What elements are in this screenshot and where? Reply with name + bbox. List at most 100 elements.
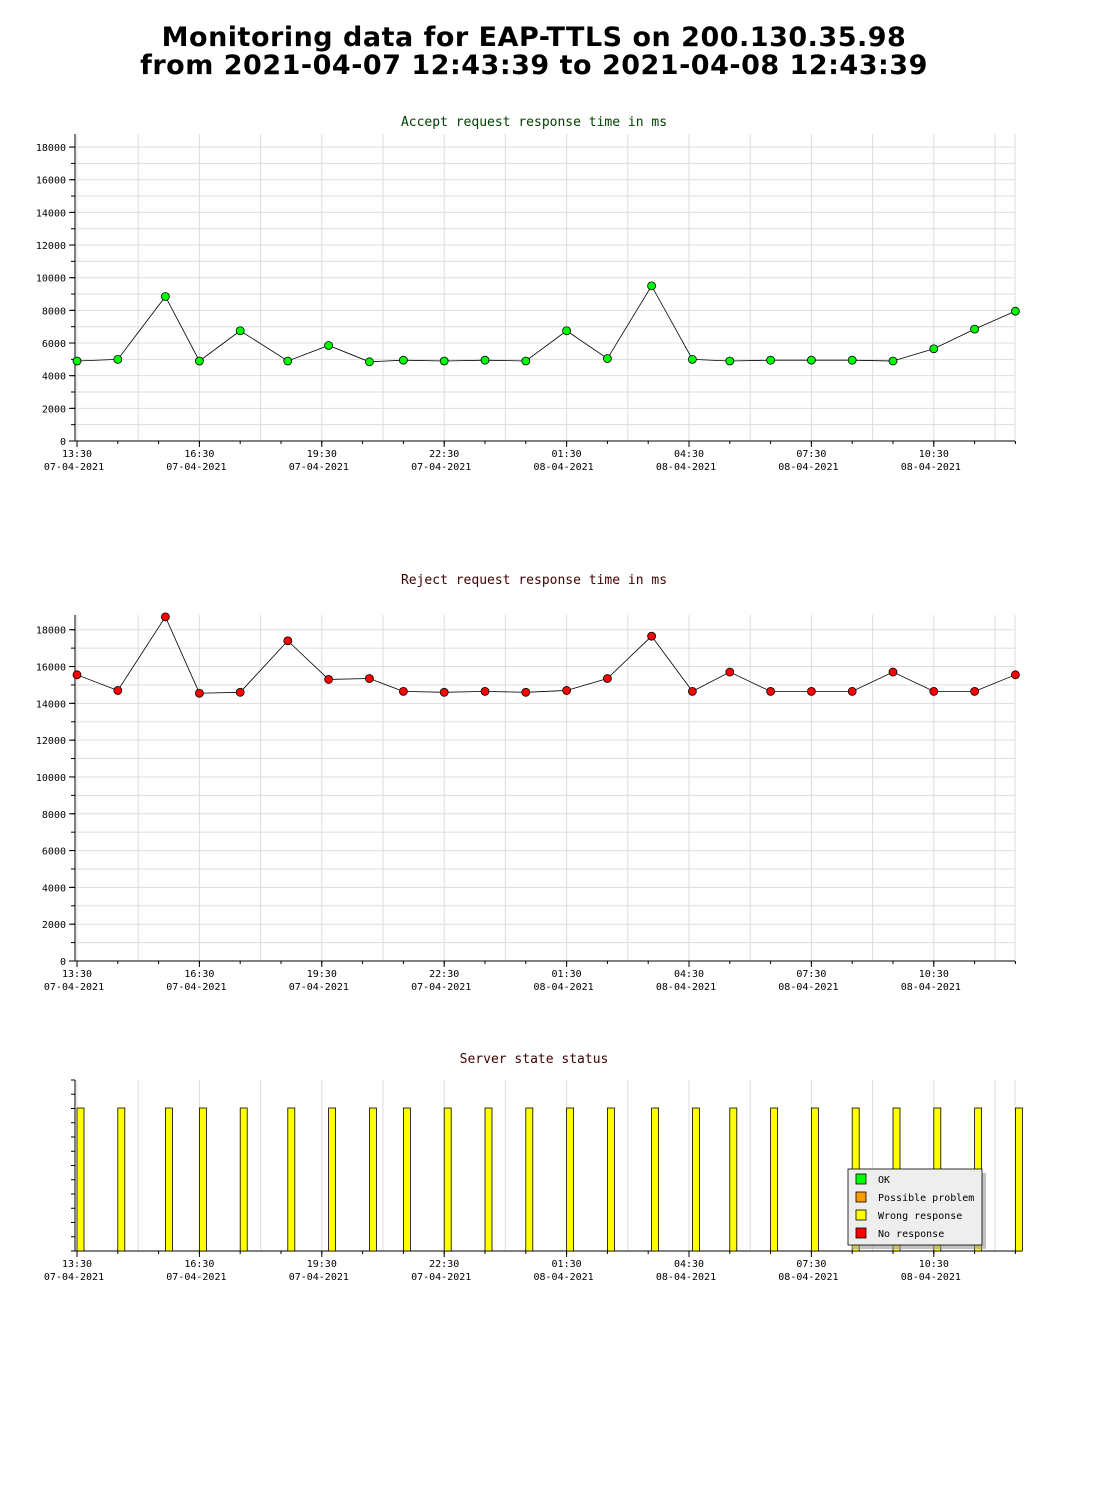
accept-x-tick-time: 01:30 <box>552 449 582 460</box>
accept-data-point <box>194 356 204 366</box>
reject-y-tick-label: 14000 <box>36 699 66 710</box>
accept-y-tick-label: 10000 <box>36 274 66 285</box>
accept-data-point <box>603 354 612 363</box>
page-title-line-1: Monitoring data for EAP-TTLS on 200.130.… <box>161 22 907 53</box>
accept-x-tick-date: 07-04-2021 <box>44 462 104 473</box>
status-bar <box>76 1107 85 1252</box>
reject-data-point <box>324 675 334 684</box>
reject-series-line <box>76 616 1016 694</box>
accept-data-point <box>562 326 571 336</box>
accept-y-tick-label: 4000 <box>42 372 66 383</box>
accept-y-tick-label: 0 <box>60 437 66 448</box>
reject-data-point <box>194 688 204 698</box>
status-bar <box>117 1107 126 1252</box>
reject-x-tick-time: 13:30 <box>62 969 92 980</box>
accept-y-tick-label: 18000 <box>36 143 66 154</box>
accept-x-tick-date: 07-04-2021 <box>166 462 226 473</box>
reject-data-point <box>766 686 775 696</box>
reject-x-tick-date: 08-04-2021 <box>656 982 716 993</box>
legend-swatch <box>855 1227 867 1239</box>
legend-box <box>847 1168 983 1246</box>
reject-y-tick-label: 10000 <box>36 773 66 784</box>
accept-x-tick-date: 07-04-2021 <box>411 462 471 473</box>
reject-data-point <box>160 612 170 622</box>
reject-x-tick-date: 08-04-2021 <box>901 982 961 993</box>
status-x-tick-time: 07:30 <box>796 1259 826 1270</box>
accept-y-tick-label: 8000 <box>42 306 66 317</box>
reject-x-tick-time: 22:30 <box>429 969 459 980</box>
accept-x-tick-date: 08-04-2021 <box>901 462 961 473</box>
reject-y-tick-label: 8000 <box>42 810 66 821</box>
reject-x-tick-time: 07:30 <box>796 969 826 980</box>
status-x-tick-date: 07-04-2021 <box>44 1272 104 1283</box>
reject-x-tick-date: 07-04-2021 <box>411 982 471 993</box>
accept-x-tick-time: 04:30 <box>674 449 704 460</box>
reject-y-tick-label: 16000 <box>36 663 66 674</box>
accept-data-point <box>480 355 490 365</box>
legend-swatch <box>855 1209 867 1221</box>
accept-chart-title: Accept request response time in ms <box>401 115 667 130</box>
legend-label: Possible problem <box>878 1193 974 1204</box>
accept-data-point <box>283 356 293 366</box>
status-bar <box>770 1107 778 1252</box>
status-x-tick-time: 22:30 <box>429 1259 459 1270</box>
accept-data-point <box>160 292 170 301</box>
accept-x-tick-time: 16:30 <box>184 449 214 460</box>
reject-x-tick-time: 01:30 <box>552 969 582 980</box>
status-bar <box>402 1107 411 1252</box>
status-x-tick-time: 19:30 <box>307 1259 337 1270</box>
accept-y-tick-label: 14000 <box>36 208 66 219</box>
accept-x-tick-time: 10:30 <box>919 449 949 460</box>
reject-x-tick-time: 10:30 <box>919 969 949 980</box>
reject-x-tick-date: 07-04-2021 <box>289 982 349 993</box>
status-x-tick-time: 16:30 <box>184 1259 214 1270</box>
reject-data-point <box>480 686 490 696</box>
reject-x-tick-time: 19:30 <box>307 969 337 980</box>
reject-x-tick-date: 08-04-2021 <box>533 982 593 993</box>
status-x-tick-date: 08-04-2021 <box>656 1272 716 1283</box>
reject-y-tick-label: 4000 <box>42 883 66 894</box>
accept-x-tick-date: 08-04-2021 <box>533 462 593 473</box>
status-bar <box>525 1107 534 1252</box>
reject-data-point <box>521 687 531 697</box>
status-bar <box>811 1107 819 1252</box>
accept-y-tick-label: 12000 <box>36 241 66 252</box>
accept-y-tick-label: 16000 <box>36 176 66 187</box>
status-x-tick-time: 01:30 <box>552 1259 582 1270</box>
status-bar <box>164 1107 173 1252</box>
reject-data-point <box>888 667 898 677</box>
accept-data-point <box>439 356 449 366</box>
accept-x-tick-date: 08-04-2021 <box>656 462 716 473</box>
accept-data-point <box>398 355 408 365</box>
accept-x-tick-date: 07-04-2021 <box>289 462 349 473</box>
reject-data-point <box>847 686 857 696</box>
reject-data-point <box>725 667 735 677</box>
accept-data-point <box>113 354 123 364</box>
legend-swatch <box>855 1191 867 1203</box>
accept-data-point <box>807 355 816 365</box>
reject-chart: Reject request response time in ms 0 2000 4… <box>36 573 1020 993</box>
accept-x-tick-time: 19:30 <box>307 449 337 460</box>
reject-data-point <box>398 686 408 696</box>
accept-x-tick-date: 08-04-2021 <box>778 462 838 473</box>
reject-data-point <box>688 686 697 696</box>
accept-data-point <box>970 324 979 334</box>
reject-data-point <box>647 631 656 641</box>
accept-data-point <box>929 344 939 354</box>
reject-x-tick-time: 16:30 <box>184 969 214 980</box>
status-bar <box>566 1107 574 1252</box>
status-bar <box>198 1107 207 1252</box>
reject-data-point <box>562 686 571 695</box>
legend-swatch <box>855 1173 867 1185</box>
status-x-tick-date: 08-04-2021 <box>778 1272 838 1283</box>
status-bar <box>484 1107 493 1252</box>
accept-data-point <box>521 356 531 366</box>
status-bar <box>368 1107 377 1252</box>
legend-label: Wrong response <box>878 1211 962 1222</box>
accept-data-point <box>847 355 857 365</box>
accept-data-point <box>766 355 775 365</box>
status-bar <box>692 1107 700 1252</box>
reject-data-point <box>283 636 293 646</box>
reject-x-tick-date: 07-04-2021 <box>44 982 104 993</box>
status-x-tick-date: 07-04-2021 <box>411 1272 471 1283</box>
